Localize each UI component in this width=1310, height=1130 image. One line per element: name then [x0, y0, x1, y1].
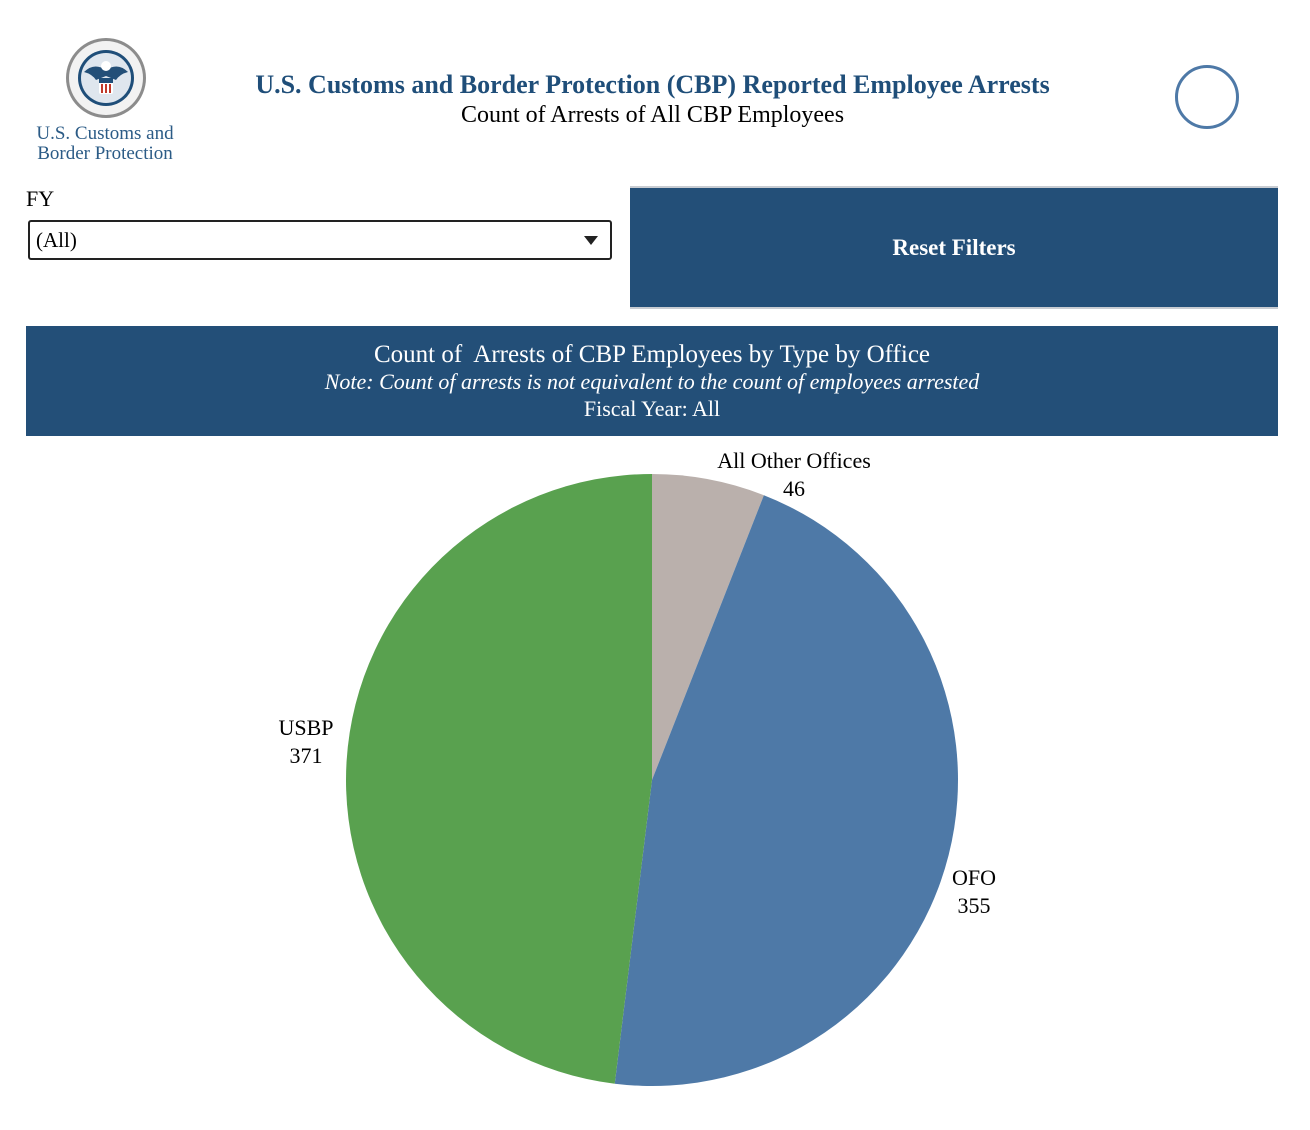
slice-value-label: 355 [958, 893, 991, 918]
cbp-seal-icon [66, 38, 146, 118]
pie-slice-ofo[interactable] [614, 495, 958, 1086]
agency-name-line1: U.S. Customs and [36, 123, 174, 144]
slice-label: OFO [952, 865, 996, 890]
pie-chart: All Other Offices 46 OFO 355 USBP 371 [278, 448, 996, 1086]
chart-header-banner: Count of Arrests of CBP Employees by Typ… [26, 326, 1278, 436]
chart-note: Note: Count of arrests is not equivalent… [324, 369, 980, 394]
pie-slice-all-other-offices[interactable] [652, 474, 764, 780]
page-title: U.S. Customs and Border Protection (CBP)… [255, 70, 1050, 99]
fy-selected-value: (All) [36, 228, 77, 252]
reset-filters-button[interactable]: Reset Filters [630, 186, 1278, 309]
pie-slice-usbp[interactable] [346, 474, 652, 1084]
cbp-logo: U.S. Customs and Border Protection [20, 36, 190, 171]
chart-fiscal-year: Fiscal Year: All [583, 396, 721, 421]
circle-icon [1175, 65, 1239, 129]
fy-filter-label: FY [26, 186, 55, 211]
agency-name-line2: Border Protection [37, 143, 173, 164]
slice-label: All Other Offices [717, 448, 871, 473]
fy-filter-dropdown[interactable]: (All) [28, 220, 612, 260]
chart-title: Count of Arrests of CBP Employees by Typ… [373, 341, 931, 368]
reset-filters-label: Reset Filters [892, 234, 1016, 260]
chevron-down-icon [584, 236, 598, 245]
slice-label: USBP [278, 715, 333, 740]
page-subtitle: Count of Arrests of All CBP Employees [460, 102, 845, 128]
slice-value-label: 46 [783, 476, 805, 501]
slice-value-label: 371 [290, 743, 323, 768]
